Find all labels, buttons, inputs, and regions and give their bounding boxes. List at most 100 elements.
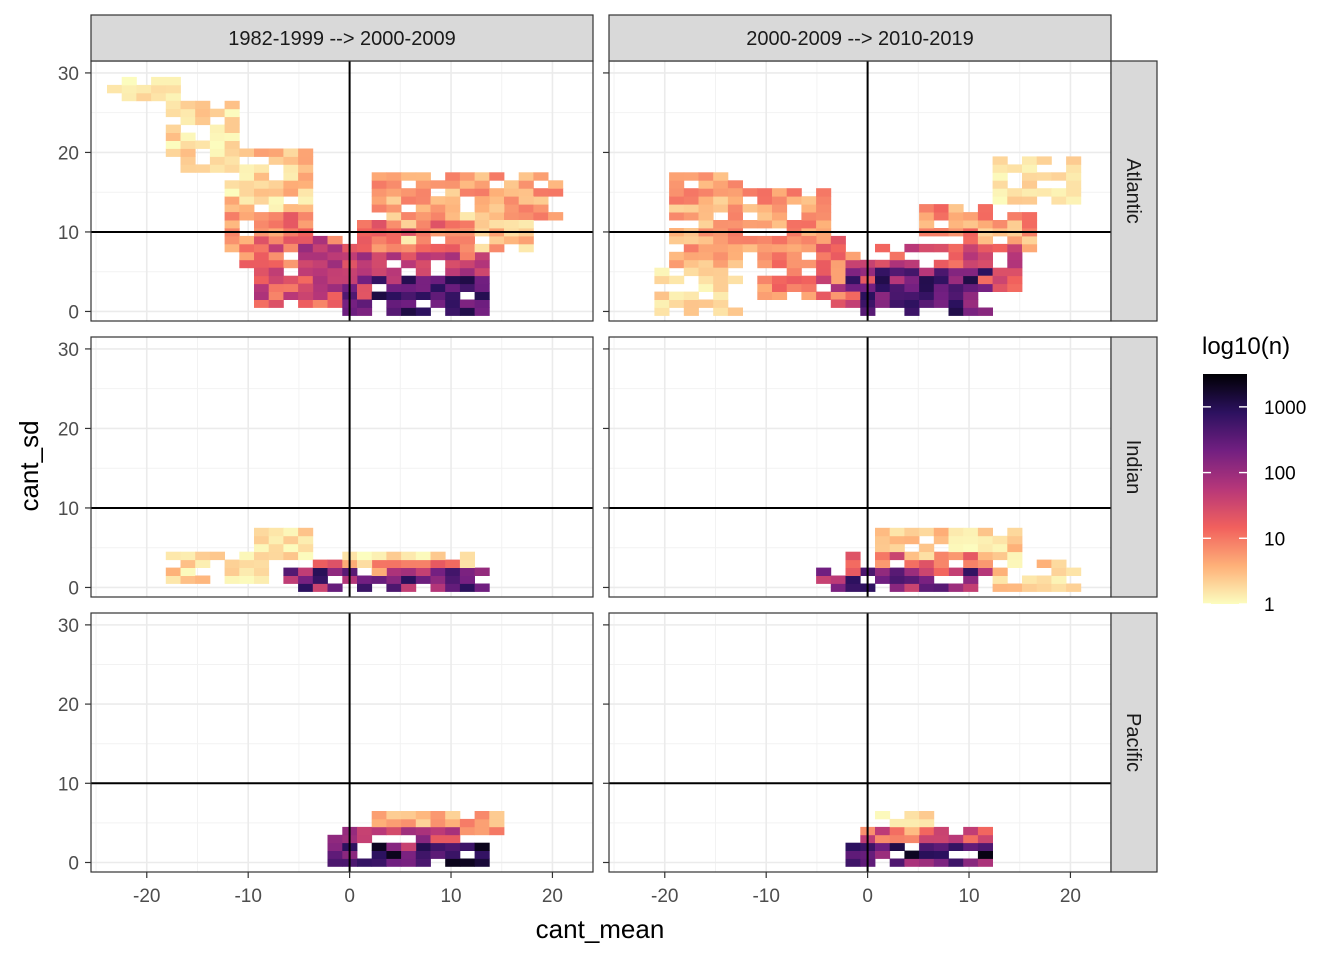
heatmap-cell [327, 583, 343, 592]
heatmap-cell [283, 220, 299, 229]
heatmap-cell [845, 567, 861, 576]
heatmap-cell [136, 84, 152, 94]
y-tick-label: 20 [58, 695, 79, 716]
heatmap-cell [742, 220, 758, 229]
heatmap-cell [401, 818, 417, 828]
heatmap-cell [845, 299, 861, 308]
panel-background [609, 613, 1111, 872]
panel-indian-2 [608, 336, 1112, 598]
heatmap-cell [357, 275, 373, 285]
heatmap-cell [283, 148, 299, 157]
heatmap-cell [933, 283, 949, 292]
heatmap-cell [518, 188, 534, 197]
heatmap-cell [415, 267, 431, 277]
heatmap-cell [357, 583, 373, 592]
heatmap-cell [816, 291, 832, 300]
heatmap-cell [757, 275, 773, 285]
heatmap-cell [742, 188, 758, 197]
panel-pacific-1 [90, 612, 594, 873]
heatmap-cell [312, 235, 328, 245]
heatmap-cell [401, 235, 417, 245]
heatmap-cell [209, 551, 225, 561]
heatmap-cell [727, 220, 743, 229]
heatmap-cell [224, 156, 240, 165]
heatmap-cell [386, 842, 402, 851]
heatmap-cell [889, 575, 905, 584]
heatmap-cell [713, 220, 729, 229]
heatmap-cell [992, 180, 1008, 189]
heatmap-cell [268, 156, 284, 165]
heatmap-cell [209, 108, 225, 118]
heatmap-cell [401, 196, 417, 205]
heatmap-cell [845, 283, 861, 292]
heatmap-cell [1007, 235, 1023, 245]
y-tick-label: 0 [68, 302, 79, 323]
heatmap-cell [772, 291, 788, 300]
heatmap-cell [875, 567, 891, 576]
heatmap-cell [254, 283, 270, 292]
heatmap-cell [948, 583, 964, 592]
heatmap-cell [430, 826, 446, 836]
heatmap-cell [474, 212, 490, 221]
heatmap-cell [683, 251, 699, 261]
heatmap-cell [401, 212, 417, 221]
heatmap-cell [548, 180, 564, 189]
heatmap-cell [977, 535, 993, 545]
x-axis-title: cant_mean [536, 914, 665, 944]
heatmap-cell [772, 188, 788, 197]
heatmap-cell [268, 204, 284, 213]
heatmap-cell [298, 291, 314, 300]
heatmap-cell [224, 204, 240, 213]
heatmap-cell [180, 559, 196, 568]
heatmap-cell [698, 204, 714, 213]
heatmap-cell [298, 204, 314, 213]
heatmap-cell [254, 164, 270, 173]
heatmap-cell [254, 535, 270, 545]
heatmap-cell [195, 164, 211, 173]
heatmap-cell [254, 267, 270, 277]
heatmap-cell [683, 267, 699, 277]
heatmap-cell [224, 235, 240, 245]
heatmap-cell [239, 567, 255, 576]
heatmap-cell [371, 567, 387, 576]
heatmap-cell [683, 307, 699, 316]
heatmap-cell [386, 243, 402, 253]
heatmap-cell [992, 267, 1008, 277]
heatmap-cell [845, 259, 861, 269]
heatmap-cell [474, 243, 490, 253]
heatmap-cell [165, 92, 181, 102]
heatmap-cell [327, 259, 343, 269]
heatmap-cell [445, 567, 461, 576]
heatmap-cell [1066, 583, 1082, 592]
heatmap-cell [371, 196, 387, 205]
heatmap-cell [904, 259, 920, 269]
heatmap-cell [386, 567, 402, 576]
heatmap-cell [165, 132, 181, 141]
heatmap-cell [1051, 196, 1067, 205]
heatmap-cell [254, 291, 270, 300]
heatmap-cell [713, 180, 729, 189]
heatmap-cell [298, 243, 314, 253]
heatmap-cell [1036, 156, 1052, 165]
heatmap-cell [933, 826, 949, 836]
heatmap-cell [963, 220, 979, 229]
heatmap-cell [430, 212, 446, 221]
heatmap-cell [180, 100, 196, 110]
heatmap-cell [786, 251, 802, 261]
heatmap-cell [474, 850, 490, 859]
heatmap-cell [386, 172, 402, 181]
heatmap-cell [239, 551, 255, 561]
heatmap-cell [180, 156, 196, 165]
heatmap-cell [445, 196, 461, 205]
row-strip-label: Indian [1122, 440, 1144, 495]
heatmap-cell [727, 188, 743, 197]
heatmap-cell [889, 527, 905, 537]
heatmap-cell [992, 275, 1008, 285]
strip-background [1110, 612, 1158, 873]
heatmap-cell [489, 212, 505, 221]
heatmap-cell [224, 196, 240, 205]
heatmap-cell [386, 220, 402, 229]
heatmap-cell [757, 291, 773, 300]
heatmap-cell [948, 220, 964, 229]
heatmap-cell [474, 567, 490, 576]
